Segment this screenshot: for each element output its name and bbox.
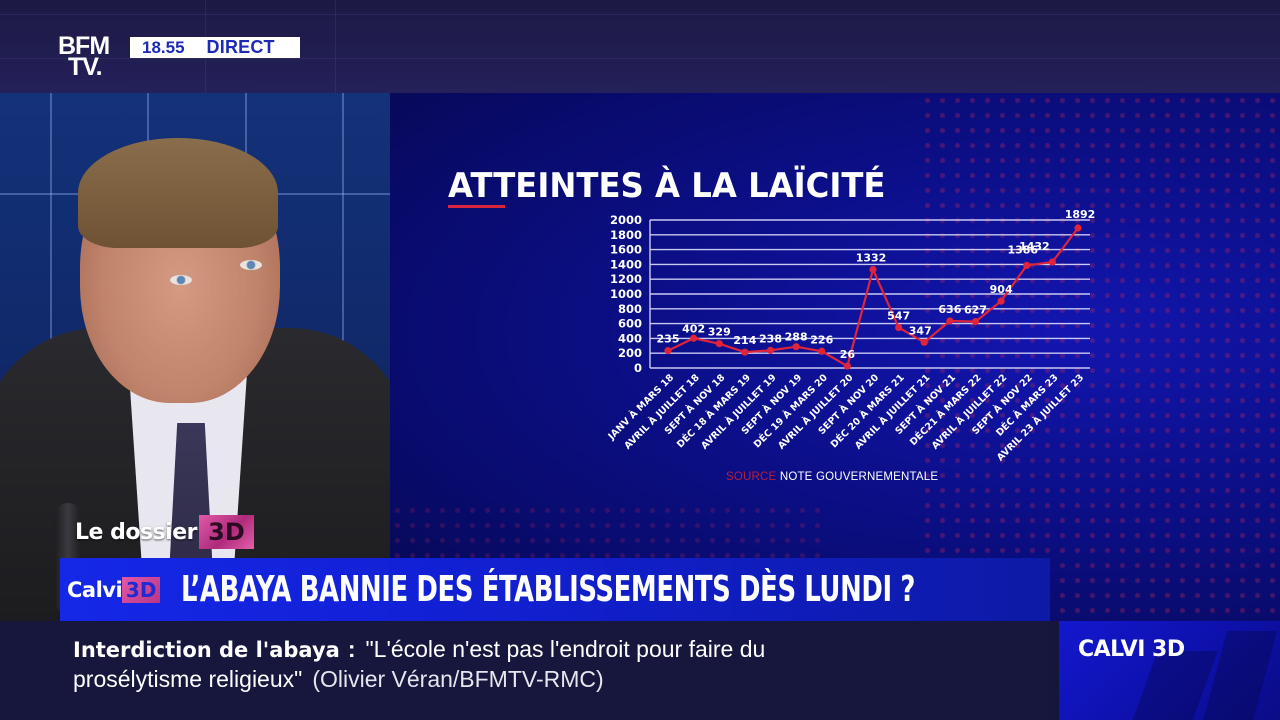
svg-text:288: 288 xyxy=(785,331,808,344)
svg-text:347: 347 xyxy=(909,324,932,337)
svg-text:238: 238 xyxy=(759,332,782,345)
show-tag-badge: 3D xyxy=(122,576,161,603)
svg-text:329: 329 xyxy=(708,326,731,339)
ticker-line2: prosélytisme religieux" (Olivier Véran/BF… xyxy=(73,666,604,693)
svg-text:402: 402 xyxy=(682,322,705,335)
show-tag: Calvi 3D xyxy=(67,576,161,603)
logo-line1: BFM xyxy=(58,32,110,60)
show-tag-name: Calvi xyxy=(67,577,123,602)
svg-text:1332: 1332 xyxy=(856,251,887,264)
ticker-line1: Interdiction de l'abaya: "L'école n'est p… xyxy=(73,636,765,663)
show-box: CALVI 3D xyxy=(1050,621,1280,720)
guest-eye xyxy=(240,260,262,270)
svg-text:2000: 2000 xyxy=(610,213,642,227)
guest-hair xyxy=(78,138,278,248)
segment-badge: 3D xyxy=(198,515,254,549)
ticker-quote-part1: "L'école n'est pas l'endroit pour faire … xyxy=(365,636,766,662)
svg-text:200: 200 xyxy=(618,346,642,360)
svg-text:235: 235 xyxy=(657,333,680,346)
headline-text: L’ABAYA BANNIE DES ÉTABLISSEMENTS DÈS LU… xyxy=(181,569,916,610)
svg-text:1600: 1600 xyxy=(610,243,642,257)
decor-gridline xyxy=(0,58,1280,59)
decor-shape xyxy=(1202,631,1278,720)
chart-source: SOURCE NOTE GOUVERNEMENTALE xyxy=(726,471,938,483)
live-time: 18.55 xyxy=(142,37,185,57)
svg-text:1892: 1892 xyxy=(1065,208,1096,221)
chart-points xyxy=(664,224,1082,370)
source-text: NOTE GOUVERNEMENTALE xyxy=(779,471,939,483)
decor-gridline xyxy=(0,14,1280,15)
decor-dots xyxy=(390,503,820,563)
svg-text:226: 226 xyxy=(810,333,833,346)
svg-text:1800: 1800 xyxy=(610,228,642,242)
chart-title: ATTEINTES À LA LAÏCITÉ xyxy=(448,166,886,206)
live-label: DIRECT xyxy=(206,37,275,57)
svg-text:904: 904 xyxy=(990,283,1013,296)
ticker-quote-part2: prosélytisme religieux" xyxy=(73,666,303,692)
svg-text:1386: 1386 xyxy=(1007,243,1038,256)
svg-text:0: 0 xyxy=(634,361,642,375)
svg-text:1432: 1432 xyxy=(1019,240,1050,253)
ticker-attribution: (Olivier Véran/BFMTV-RMC) xyxy=(312,666,604,692)
chart-grid xyxy=(649,219,1090,369)
news-ticker: Interdiction de l'abaya: "L'école n'est p… xyxy=(0,621,1050,720)
headline-bar: Calvi 3D L’ABAYA BANNIE DES ÉTABLISSEMEN… xyxy=(60,558,1050,621)
live-indicator: 18.55 DIRECT xyxy=(130,37,300,58)
svg-text:1200: 1200 xyxy=(610,272,642,286)
guest-eye xyxy=(170,275,192,285)
logo-line2: TV. xyxy=(68,52,103,81)
svg-text:400: 400 xyxy=(618,331,642,345)
decor-gridline xyxy=(335,0,336,93)
segment-title: Le dossier xyxy=(75,519,197,545)
title-underline xyxy=(448,205,505,208)
ticker-topic: Interdiction de l'abaya xyxy=(73,638,340,662)
svg-text:547: 547 xyxy=(887,310,910,323)
svg-text:600: 600 xyxy=(618,317,642,331)
svg-text:26: 26 xyxy=(840,348,856,361)
ticker-separator: : xyxy=(347,636,356,662)
svg-text:800: 800 xyxy=(618,302,642,316)
source-label: SOURCE xyxy=(726,471,777,483)
svg-text:627: 627 xyxy=(964,304,987,317)
decor-dots xyxy=(920,93,1280,623)
svg-text:214: 214 xyxy=(733,334,756,347)
svg-text:1000: 1000 xyxy=(610,287,642,301)
channel-logo: BFM TV. xyxy=(58,32,124,81)
svg-text:636: 636 xyxy=(938,303,961,316)
svg-text:1400: 1400 xyxy=(610,257,642,271)
show-name: CALVI 3D xyxy=(1078,637,1185,662)
show-box-edge xyxy=(1050,621,1059,720)
segment-label: Le dossier 3D xyxy=(75,515,254,549)
